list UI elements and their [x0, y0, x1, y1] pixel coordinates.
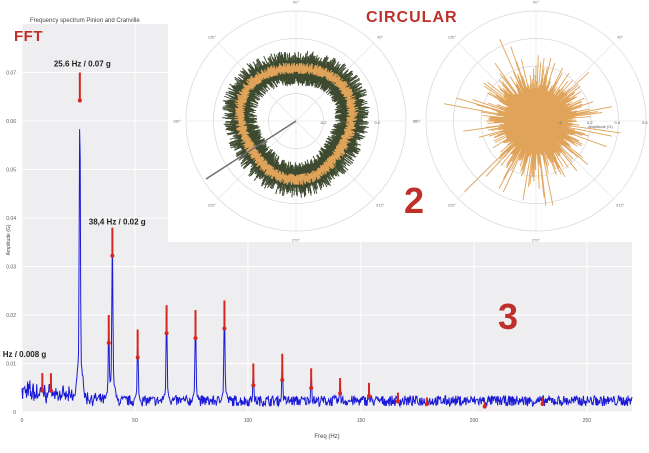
fft-peak-dot: [193, 336, 198, 341]
fft-peak-dot: [424, 401, 429, 406]
polar-angle-label: 90°: [533, 0, 539, 5]
fft-y-tick-label: 0: [13, 410, 16, 416]
fft-peak-dot: [540, 401, 545, 406]
polar-angle-label: 315°: [376, 203, 385, 208]
polar-chart-left: 90° 45° 0° 315° 270° 225° 180° 135° -0.2 0 0.2: [173, 0, 417, 243]
fft-peak-dot: [251, 383, 256, 388]
fft-x-tick-label: 250: [583, 418, 592, 424]
fft-x-tick-label: 100: [244, 418, 253, 424]
polar-left-radial-labels: -0.2 0 0.2: [320, 120, 381, 125]
panel-number-3: 3: [498, 296, 519, 337]
polar-right-orange-trace: [443, 39, 621, 206]
fft-y-tick-label: 0.01: [6, 362, 16, 368]
fft-y-axis-label: Amplitude (G): [6, 224, 12, 255]
fft-peak-dot: [110, 253, 115, 258]
fft-peak-dot: [135, 355, 140, 360]
polar-angle-label: 225°: [208, 203, 217, 208]
fft-y-tick-label: 0.03: [6, 265, 16, 271]
polar-left-orange-trace: [234, 62, 359, 186]
polar-angle-label: 270°: [532, 238, 541, 243]
fft-peak-dot: [338, 391, 343, 396]
polar-radial-label: 0: [347, 120, 350, 125]
fft-y-tick-label: 0.07: [6, 71, 16, 77]
fft-x-tick-label: 0: [21, 418, 24, 424]
polar-angle-label: 180°: [173, 119, 182, 124]
polar-radial-label: 0.4: [615, 120, 621, 125]
fft-peak-dot: [309, 385, 314, 390]
polar-angle-label: 180°: [413, 119, 422, 124]
fft-y-tick-label: 0.06: [6, 119, 16, 125]
fft-peak-dot: [395, 399, 400, 404]
fft-x-tick-label: 50: [132, 418, 138, 424]
polar-right-angle-labels: 90° 45° 0° 315° 270° 225° 180° 135°: [413, 0, 625, 243]
fft-x-axis-label: Freq (Hz): [314, 434, 339, 440]
fft-peak-dot: [482, 404, 487, 409]
polar-angle-label: 225°: [448, 203, 457, 208]
fft-peak-dot: [48, 388, 53, 393]
fft-peak-annotation: 38,4 Hz / 0.02 g: [89, 218, 146, 227]
polar-angle-label: 315°: [616, 203, 625, 208]
polar-left-angle-labels: 90° 45° 0° 315° 270° 225° 180° 135°: [173, 0, 417, 243]
polar-right-radial-labels: 0 0.2 0.4 0.6: [560, 120, 649, 125]
fft-y-tick-labels: 0 0.01 0.02 0.03 0.04 0.05 0.06 0.07: [6, 71, 16, 417]
fft-spectrum-line: [21, 129, 633, 408]
polar-radial-label: 0.2: [587, 120, 593, 125]
fft-y-tick-label: 0.05: [6, 168, 16, 174]
fft-chart-title: Frequency spectrum Pinion and Cranville: [30, 18, 140, 24]
polar-angle-label: 0°: [413, 119, 417, 124]
fft-peak-dot: [222, 326, 227, 331]
polar-angle-label: 90°: [293, 0, 299, 5]
fft-x-tick-labels: 0 50 100 150 200 250: [21, 418, 592, 424]
polar-angle-label: 45°: [617, 34, 623, 39]
fft-peak-dot: [164, 331, 169, 336]
polar-radial-label: 0: [560, 120, 563, 125]
fft-peak-dot: [106, 341, 111, 345]
polar-left-long-spoke: [205, 120, 297, 180]
fft-x-tick-label: 150: [357, 418, 366, 424]
polar-chart-right: 90°45°0°315°270°225°180°135° 00.20.40.6 …: [413, 0, 649, 243]
panel-number-2: 2: [404, 180, 425, 221]
polar-angle-label: 135°: [208, 34, 217, 39]
fft-peak-dot: [77, 98, 82, 103]
fft-heading: FFT: [14, 28, 43, 45]
polar-angle-label: 135°: [448, 34, 457, 39]
polar-angle-label: 45°: [377, 34, 383, 39]
fft-y-tick-label: 0.02: [6, 313, 16, 319]
polar-radial-label: 0.6: [642, 120, 648, 125]
fft-peak-dot: [367, 393, 372, 398]
fft-peak-annotation: 25.6 Hz / 0.07 g: [54, 60, 111, 69]
polar-angle-label: 270°: [292, 238, 301, 243]
fft-peak-dot: [40, 388, 45, 393]
polar-right-radial-axis-title: Amplitude (G): [588, 124, 613, 129]
fft-y-tick-label: 0.04: [6, 216, 16, 222]
polar-radial-label: 0.2: [375, 120, 381, 125]
circular-heading: CIRCULAR: [366, 9, 458, 26]
fft-annotations: 25.6 Hz / 0.07 g 38,4 Hz / 0.02 g 12.8 Hz …: [0, 60, 146, 360]
fft-x-tick-label: 200: [470, 418, 479, 424]
polar-radial-label: -0.2: [320, 120, 328, 125]
fft-peak-annotation: 12.8 Hz / 0.008 g: [0, 350, 46, 359]
fft-peak-dot: [280, 377, 285, 382]
fft-peak-markers: [40, 72, 545, 409]
